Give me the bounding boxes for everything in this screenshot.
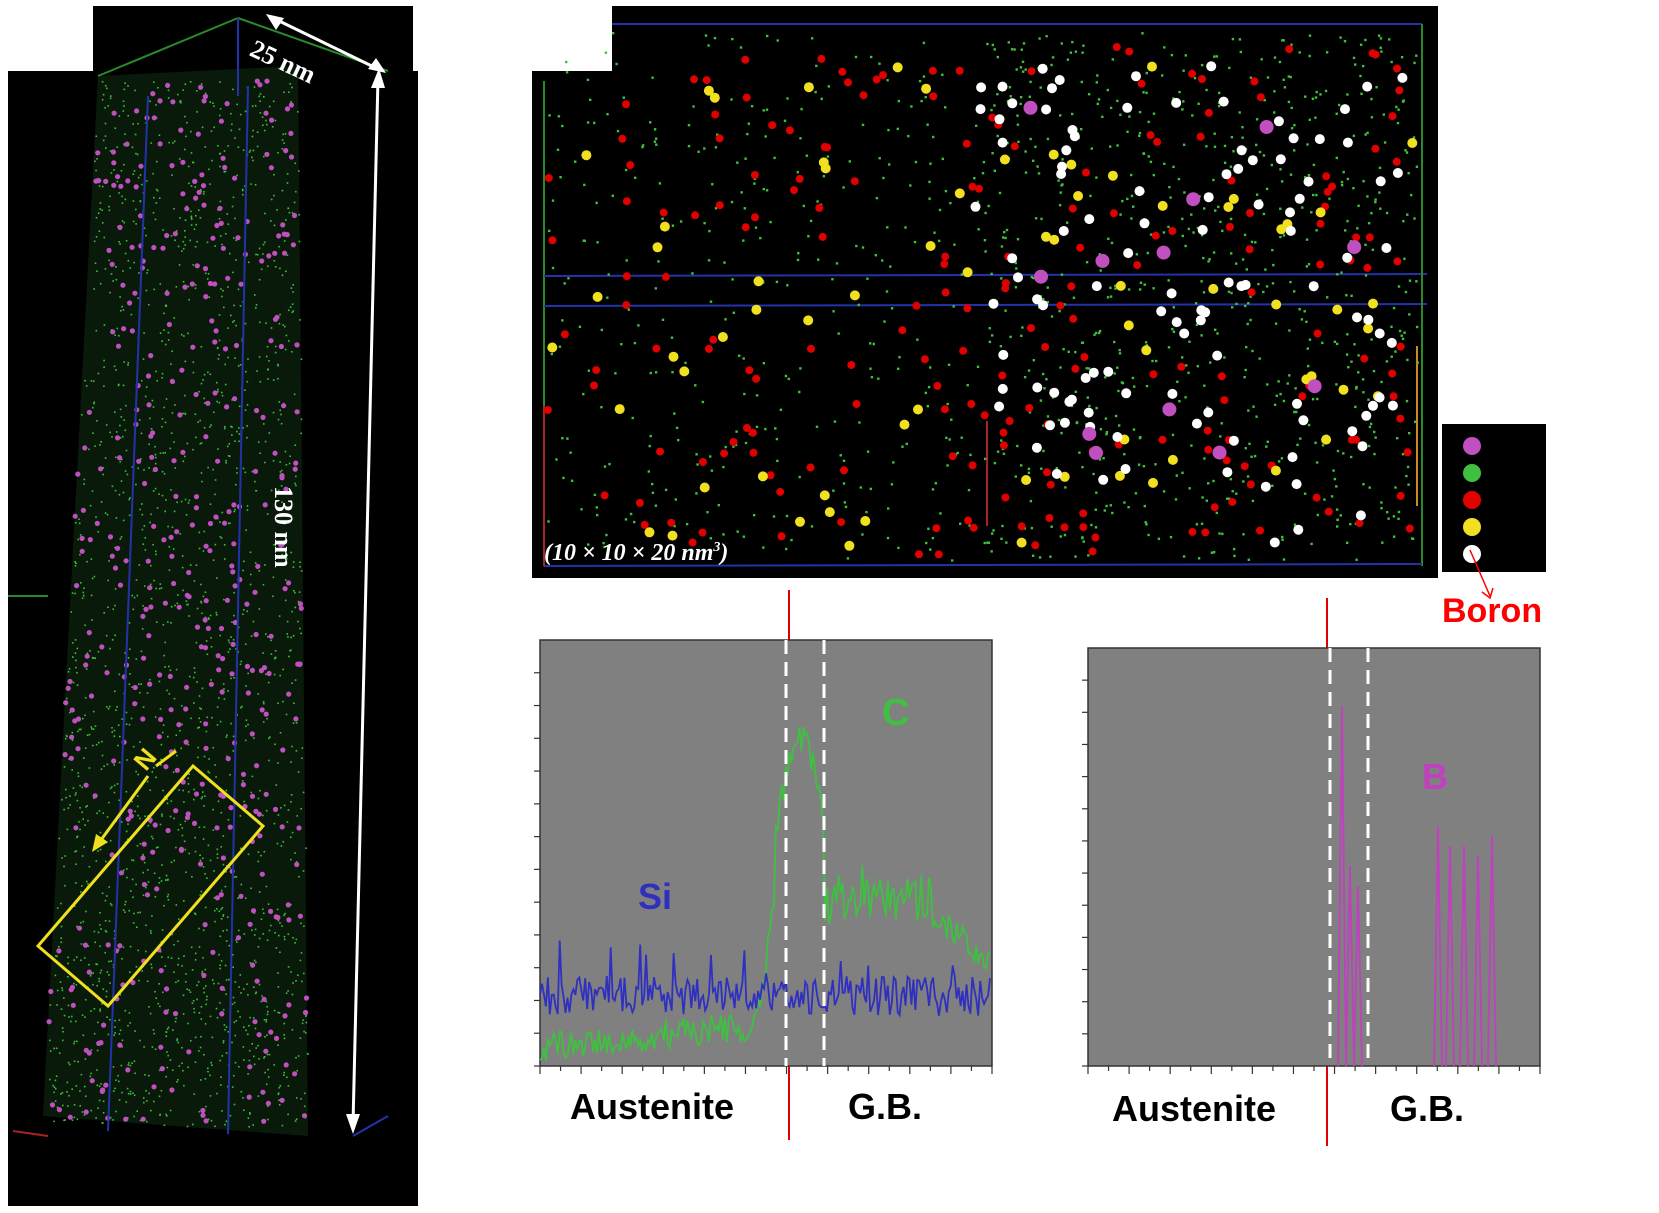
b-spike-0 — [1337, 705, 1347, 1067]
apt-column-image — [8, 6, 418, 1206]
b-spike-2 — [1353, 885, 1363, 1067]
legend-swatch-1 — [1463, 464, 1481, 482]
b-spike-7 — [1487, 835, 1497, 1067]
plot-area — [539, 639, 993, 1067]
austenite-label-right: Austenite — [1112, 1088, 1277, 1129]
plot-area — [1087, 647, 1541, 1067]
si-series-line — [539, 940, 991, 1018]
b-profile — [1082, 647, 1541, 1074]
gb-label-right: G.B. — [1390, 1088, 1465, 1129]
boron-pointer-arrow — [1469, 549, 1494, 600]
atom-cloud — [46, 78, 310, 1128]
b-spike-4 — [1445, 845, 1455, 1067]
atom-points — [543, 32, 1419, 562]
si-label: Si — [638, 876, 673, 917]
b-spike-3 — [1433, 825, 1443, 1067]
roi-box — [35, 749, 266, 1009]
height-dimension-arrow — [346, 68, 385, 1134]
legend-swatch-3 — [1463, 518, 1481, 536]
profile-right-chart — [1080, 644, 1550, 1076]
atom-map-panel: (10 × 10 × 20 nm3) — [532, 6, 1438, 578]
boron-label: Boron — [1442, 592, 1543, 630]
si-c-profile — [534, 639, 993, 1074]
height-label: 130 nm — [269, 486, 298, 568]
b-spike-1 — [1345, 865, 1355, 1067]
b-spike-6 — [1473, 855, 1483, 1067]
austenite-label-left: Austenite — [570, 1086, 735, 1127]
profile-left-chart — [532, 636, 1002, 1076]
legend-swatch-0 — [1463, 437, 1481, 455]
apt-column-panel: 25 nm 130 nm N — [8, 6, 418, 1206]
element-legend — [1442, 424, 1546, 572]
b-label: B — [1422, 756, 1448, 797]
b-spike-5 — [1459, 845, 1469, 1067]
volume-label: (10 × 10 × 20 nm3) — [544, 540, 729, 566]
legend-swatch-2 — [1463, 491, 1481, 509]
c-label: C — [882, 692, 910, 734]
width-dimension-arrow — [266, 14, 386, 73]
atom-map-image — [532, 6, 1438, 578]
gb-label-left: G.B. — [848, 1086, 923, 1127]
